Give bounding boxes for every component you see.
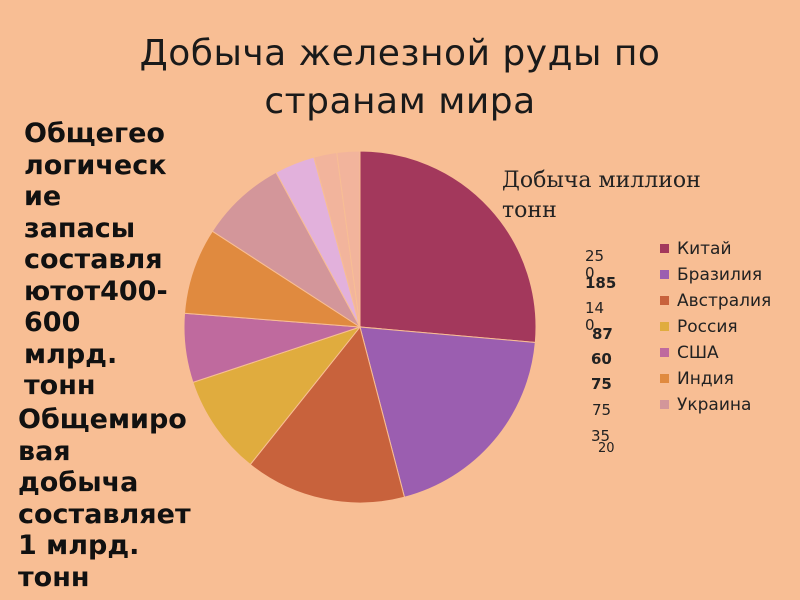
value-label: 75: [591, 375, 612, 393]
slide-title-line-1: Добыча железной руды по: [139, 33, 661, 74]
value-label: 25 0: [585, 247, 605, 282]
legend-swatch: [660, 400, 669, 409]
legend-item: США: [660, 341, 777, 365]
reserves-note: Общегео логическ ие запасы составля ютот…: [24, 118, 168, 401]
legend-swatch: [660, 296, 669, 305]
legend-item: Индия: [660, 367, 777, 391]
production-note: Общемиро вая добыча составляет 1 млрд. т…: [18, 404, 191, 593]
legend-label: Россия: [677, 317, 738, 337]
legend-label: Австралия: [677, 291, 772, 311]
value-label: 20: [598, 441, 615, 456]
pie-slice-Австралия: [249, 325, 406, 504]
slide-title-line-2: странам мира: [264, 81, 536, 122]
legend-swatch: [660, 244, 669, 253]
legend-item: Бразилия: [660, 263, 777, 287]
legend-item: Украина: [660, 393, 777, 417]
legend-swatch: [660, 322, 669, 331]
legend-label: Индия: [677, 369, 734, 389]
pie-slice-Китай: [359, 150, 537, 343]
legend-item: Россия: [660, 315, 777, 339]
pie-slice-Россия: [192, 325, 362, 466]
legend-label: Китай: [677, 239, 732, 259]
pie-slice-Бразилия: [359, 326, 536, 498]
legend-label: Бразилия: [677, 265, 763, 285]
legend-swatch: [660, 374, 669, 383]
legend-item: Австралия: [660, 289, 777, 313]
value-label: 185: [585, 274, 617, 292]
chart-title: Добыча миллион тонн: [502, 168, 701, 223]
legend-item: Китай: [660, 237, 777, 261]
chart-legend: Китай Бразилия Австралия Россия США Индия Укра…: [660, 237, 777, 419]
value-label: 87: [592, 325, 613, 343]
slide-title: Добыча железной руды по странам мира: [0, 30, 800, 126]
value-label: 75: [592, 401, 612, 419]
legend-label: США: [677, 343, 719, 363]
legend-swatch: [660, 348, 669, 357]
legend-swatch: [660, 270, 669, 279]
value-label: 60: [591, 350, 612, 368]
pie-slice-other-9: [336, 150, 361, 328]
legend-label: Украина: [677, 395, 752, 415]
value-label: 35: [591, 427, 611, 445]
value-label: 14 0: [585, 299, 605, 334]
